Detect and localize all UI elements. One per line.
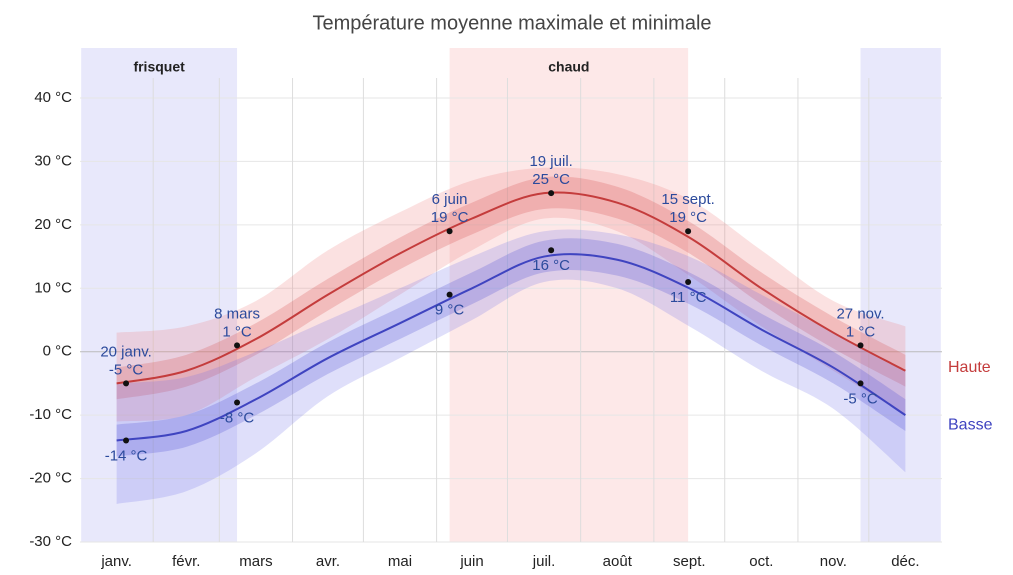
- percentile-band: [116, 238, 906, 457]
- annotation-value: 11 °C: [670, 289, 707, 306]
- annotation-value: 16 °C: [532, 257, 570, 274]
- x-tick-label: nov.: [820, 553, 847, 570]
- annotation-value: -8 °C: [220, 409, 255, 426]
- series-line: [116, 253, 906, 442]
- annotation-value: 25 °C: [532, 171, 570, 188]
- x-tick-label: févr.: [172, 553, 200, 570]
- annotation-point: [548, 190, 555, 197]
- y-tick-label: -10 °C: [29, 406, 72, 423]
- legend-label: Haute: [948, 359, 991, 376]
- annotation-point: [234, 399, 241, 406]
- season-band: [860, 48, 941, 542]
- annotation-date: 6 juin: [432, 191, 468, 208]
- annotation-point: [123, 437, 130, 444]
- annotation-value: -5 °C: [109, 361, 144, 378]
- percentile-band: [116, 176, 906, 400]
- annotation-value: 1 °C: [222, 323, 252, 340]
- x-tick-label: mai: [388, 553, 412, 570]
- annotation-value: 19 °C: [431, 209, 469, 226]
- annotation-point: [685, 228, 692, 235]
- y-tick-label: 20 °C: [34, 216, 72, 233]
- legend-label: Basse: [948, 416, 993, 433]
- annotation-point: [685, 278, 692, 285]
- chart-title: Température moyenne maximale et minimale: [312, 12, 711, 34]
- series-line: [116, 191, 906, 385]
- annotation-point: [857, 380, 864, 387]
- y-tick-label: -30 °C: [29, 533, 72, 550]
- annotation-value: -14 °C: [105, 447, 148, 464]
- annotation-date: 19 juil.: [529, 153, 572, 170]
- x-tick-label: sept.: [673, 553, 706, 570]
- y-tick-label: -20 °C: [29, 470, 72, 487]
- x-tick-label: juil.: [532, 553, 556, 570]
- x-tick-label: mars: [239, 553, 272, 570]
- annotation-point: [234, 342, 241, 349]
- y-tick-label: 30 °C: [34, 152, 72, 169]
- season-label: chaud: [548, 59, 589, 75]
- season-band: [449, 48, 689, 542]
- annotation-point: [446, 291, 453, 298]
- y-tick-label: 40 °C: [34, 89, 72, 106]
- x-tick-label: août: [603, 553, 633, 570]
- annotation-date: 20 janv.: [100, 343, 151, 360]
- x-tick-label: janv.: [100, 553, 132, 570]
- annotation-point: [446, 228, 453, 235]
- annotation-point: [857, 342, 864, 349]
- x-tick-label: oct.: [749, 553, 773, 570]
- annotation-point: [548, 247, 555, 254]
- x-tick-label: juin: [459, 553, 483, 570]
- annotation-value: -5 °C: [843, 390, 878, 407]
- x-tick-label: avr.: [316, 553, 340, 570]
- season-label: frisquet: [133, 59, 185, 75]
- annotation-point: [123, 380, 130, 387]
- y-tick-label: 0 °C: [43, 343, 73, 360]
- percentile-band: [116, 167, 906, 422]
- x-tick-label: déc.: [891, 553, 919, 570]
- season-band: [81, 48, 238, 542]
- y-tick-label: 10 °C: [34, 279, 72, 296]
- annotation-date: 27 nov.: [836, 305, 884, 322]
- annotation-value: 9 °C: [435, 302, 465, 319]
- annotation-value: 19 °C: [669, 209, 707, 226]
- annotation-date: 15 sept.: [661, 191, 714, 208]
- annotation-date: 8 mars: [214, 305, 260, 322]
- annotation-value: 1 °C: [846, 323, 876, 340]
